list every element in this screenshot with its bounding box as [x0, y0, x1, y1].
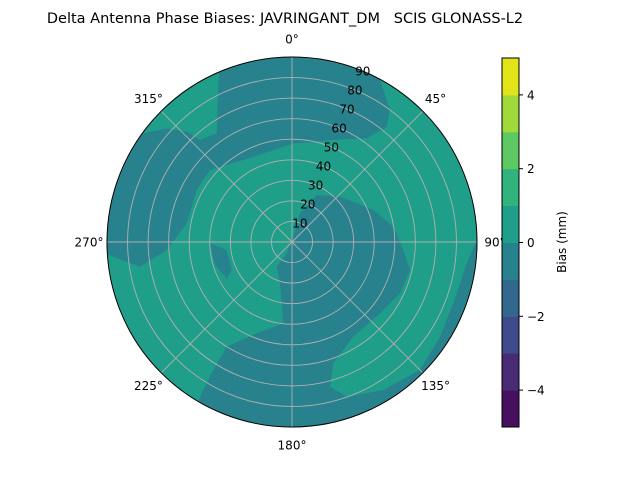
colorbar-band — [502, 279, 519, 317]
theta-tick-label: 225° — [134, 379, 163, 393]
colorbar-band — [502, 353, 519, 391]
colorbar-band — [502, 94, 519, 133]
colorbar-tick-label: 0 — [527, 236, 535, 250]
colorbar: −4 −2 0 2 4 — [501, 57, 545, 428]
colorbar-band — [502, 205, 519, 243]
r-tick-label: 70 — [339, 103, 354, 117]
polar-frame — [106, 56, 478, 428]
colorbar-band — [502, 131, 519, 170]
contour-band-minus1-to-0-west-bump — [209, 243, 232, 279]
r-tick-labels: 10 20 30 40 50 60 70 80 90 — [292, 65, 370, 231]
theta-tick-label: 90° — [484, 236, 505, 250]
r-tick-label: 80 — [347, 84, 362, 98]
colorbar-label: Bias (mm) — [555, 211, 569, 273]
theta-tick-label: 45° — [425, 92, 446, 106]
theta-gridline — [160, 110, 293, 243]
colorbar-tick-label: 2 — [527, 162, 535, 176]
r-tick-label: 10 — [292, 217, 307, 231]
theta-gridline — [291, 241, 424, 374]
theta-tick-labels: 0° 45° 90° 135° 180° 225° 270° 315° — [75, 33, 506, 453]
theta-tick-label: 315° — [134, 92, 163, 106]
r-tick-label: 60 — [332, 122, 347, 136]
colorbar-band — [502, 242, 519, 280]
theta-gridline — [160, 241, 293, 374]
theta-tick-label: 180° — [278, 439, 307, 453]
polar-grid — [106, 56, 478, 428]
theta-tick-label: 0° — [285, 33, 299, 47]
r-tick-label: 50 — [324, 141, 339, 155]
chart-title: Delta Antenna Phase Biases: JAVRINGANT_D… — [47, 11, 523, 27]
r-tick-label: 20 — [300, 198, 315, 212]
r-tick-label: 40 — [316, 160, 331, 174]
r-tick-label: 90 — [355, 65, 370, 79]
theta-tick-label: 270° — [75, 236, 104, 250]
colorbar-tick-label: −2 — [527, 310, 545, 324]
theta-gridline — [291, 110, 424, 243]
colorbar-band — [502, 168, 519, 207]
theta-tick-label: 135° — [421, 379, 450, 393]
colorbar-band — [502, 390, 519, 428]
colorbar-band — [502, 316, 519, 354]
r-tick-label: 30 — [308, 179, 323, 193]
colorbar-band — [502, 58, 519, 96]
contour-band-minus1-to-0-north-west — [107, 57, 390, 267]
colorbar-tick-label: 4 — [527, 88, 535, 102]
colorbar-tick-label: −4 — [527, 384, 545, 398]
